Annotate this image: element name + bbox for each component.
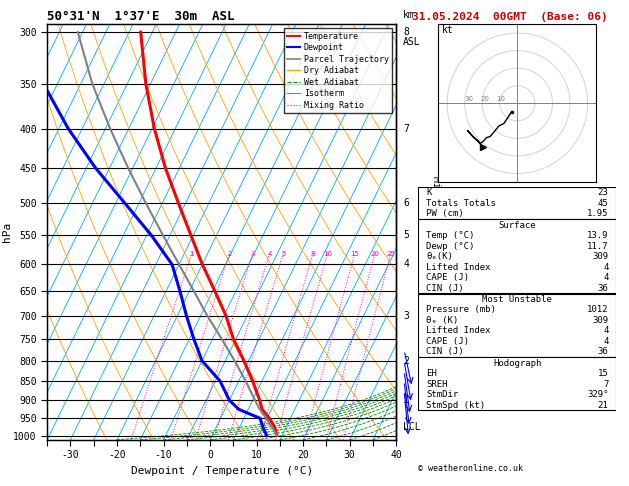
Text: 3: 3 (250, 251, 255, 258)
Text: 309: 309 (593, 316, 608, 325)
Text: 25: 25 (386, 251, 395, 258)
Text: 8: 8 (403, 27, 409, 37)
Text: 11.7: 11.7 (587, 242, 608, 251)
Text: 3: 3 (403, 311, 409, 321)
Text: 50°31'N  1°37'E  30m  ASL: 50°31'N 1°37'E 30m ASL (47, 10, 235, 23)
Text: 2: 2 (403, 356, 409, 366)
Y-axis label: Mixing Ratio (g/kg): Mixing Ratio (g/kg) (431, 176, 441, 288)
Text: 2: 2 (227, 251, 231, 258)
Text: θₑ(K): θₑ(K) (426, 252, 453, 261)
Text: 15: 15 (350, 251, 359, 258)
Text: 10: 10 (497, 96, 506, 102)
Text: 20: 20 (481, 96, 489, 102)
Text: 30: 30 (464, 96, 474, 102)
Text: 4: 4 (267, 251, 272, 258)
Text: Pressure (mb): Pressure (mb) (426, 305, 496, 314)
X-axis label: Dewpoint / Temperature (°C): Dewpoint / Temperature (°C) (131, 466, 313, 476)
Text: 20: 20 (370, 251, 379, 258)
Text: ASL: ASL (403, 37, 421, 47)
Text: StmDir: StmDir (426, 390, 459, 399)
Text: 1: 1 (189, 251, 194, 258)
Text: 4: 4 (603, 262, 608, 272)
Text: 8: 8 (311, 251, 315, 258)
Text: 7: 7 (403, 123, 409, 134)
Text: km: km (403, 10, 415, 20)
Legend: Temperature, Dewpoint, Parcel Trajectory, Dry Adiabat, Wet Adiabat, Isotherm, Mi: Temperature, Dewpoint, Parcel Trajectory… (284, 29, 392, 113)
Text: Most Unstable: Most Unstable (482, 295, 552, 304)
Text: CIN (J): CIN (J) (426, 347, 464, 356)
Text: 21: 21 (598, 400, 608, 410)
Bar (418, 187, 616, 219)
Text: 36: 36 (598, 347, 608, 356)
Text: CIN (J): CIN (J) (426, 284, 464, 293)
Text: 45: 45 (598, 199, 608, 208)
Text: 13.9: 13.9 (587, 231, 608, 240)
Text: 5: 5 (403, 230, 409, 240)
Text: Lifted Index: Lifted Index (426, 262, 491, 272)
Text: 4: 4 (603, 327, 608, 335)
Text: 23: 23 (598, 189, 608, 197)
Text: 31.05.2024  00GMT  (Base: 06): 31.05.2024 00GMT (Base: 06) (412, 12, 608, 22)
Text: 7: 7 (603, 380, 608, 389)
Text: LCL: LCL (403, 422, 421, 432)
Bar (418, 357, 616, 411)
Text: Temp (°C): Temp (°C) (426, 231, 475, 240)
Text: 329°: 329° (587, 390, 608, 399)
Text: CAPE (J): CAPE (J) (426, 273, 469, 282)
Text: θₑ (K): θₑ (K) (426, 316, 459, 325)
Y-axis label: hPa: hPa (2, 222, 12, 242)
Text: Totals Totals: Totals Totals (426, 199, 496, 208)
Text: 309: 309 (593, 252, 608, 261)
Text: 4: 4 (403, 260, 409, 269)
Text: Hodograph: Hodograph (493, 359, 542, 368)
Text: 1.95: 1.95 (587, 209, 608, 218)
Text: 36: 36 (598, 284, 608, 293)
Text: 5: 5 (281, 251, 286, 258)
Text: 15: 15 (598, 369, 608, 378)
Text: 10: 10 (323, 251, 332, 258)
Text: Surface: Surface (499, 221, 536, 230)
Text: 4: 4 (603, 273, 608, 282)
Text: 4: 4 (603, 337, 608, 346)
Text: PW (cm): PW (cm) (426, 209, 464, 218)
Text: 1012: 1012 (587, 305, 608, 314)
Text: © weatheronline.co.uk: © weatheronline.co.uk (418, 465, 523, 473)
Text: 6: 6 (403, 198, 409, 208)
Text: SREH: SREH (426, 380, 448, 389)
Text: StmSpd (kt): StmSpd (kt) (426, 400, 486, 410)
Bar (418, 294, 616, 357)
Text: CAPE (J): CAPE (J) (426, 337, 469, 346)
Text: kt: kt (442, 25, 454, 35)
Text: 1: 1 (403, 395, 409, 405)
Text: Dewp (°C): Dewp (°C) (426, 242, 475, 251)
Text: Lifted Index: Lifted Index (426, 327, 491, 335)
Bar (418, 219, 616, 294)
Text: EH: EH (426, 369, 437, 378)
Text: K: K (426, 189, 431, 197)
